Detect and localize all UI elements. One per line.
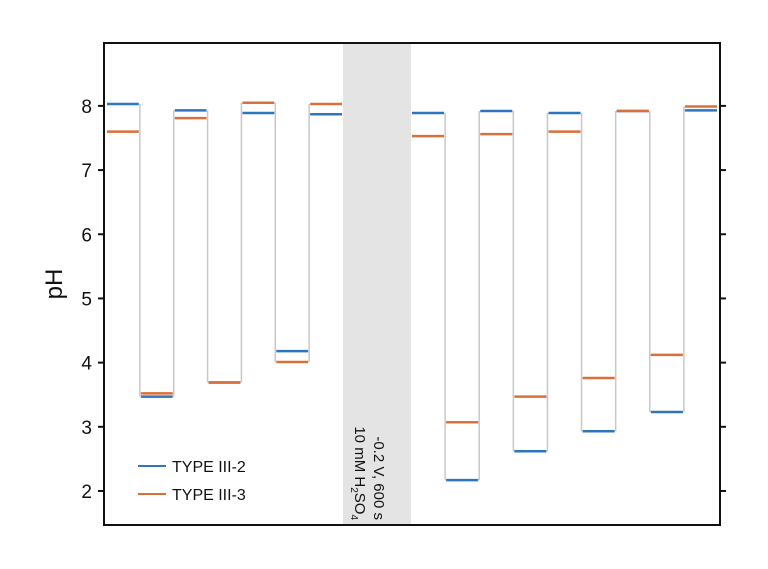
legend: TYPE III-2 TYPE III-3: [138, 459, 246, 504]
legend-label-type-iii-3: TYPE III-3: [172, 487, 246, 504]
annotation-line2: 10 mM H2SO4: [348, 426, 368, 520]
plot-frame: [103, 42, 721, 526]
segments: [107, 101, 717, 482]
y-tick-label: 2: [81, 482, 92, 503]
y-tick-label: 6: [81, 225, 92, 246]
y-tick-label: 3: [81, 418, 92, 439]
y-tick-label: 7: [81, 161, 92, 182]
legend-label-type-iii-2: TYPE III-2: [172, 459, 246, 476]
y-tick-label: 8: [81, 97, 92, 118]
y-axis-label: pH: [41, 269, 68, 300]
annotation-line1: -0.2 V, 600 s: [370, 436, 387, 520]
connectors: [139, 102, 685, 481]
y-ticks: 2 3 4 5 6 7 8: [81, 97, 726, 503]
band-annotation: -0.2 V, 600 s 10 mM H2SO4: [348, 426, 387, 520]
y-tick-label: 5: [81, 289, 92, 310]
y-tick-label: 4: [81, 354, 92, 375]
treatment-band: [343, 43, 411, 525]
